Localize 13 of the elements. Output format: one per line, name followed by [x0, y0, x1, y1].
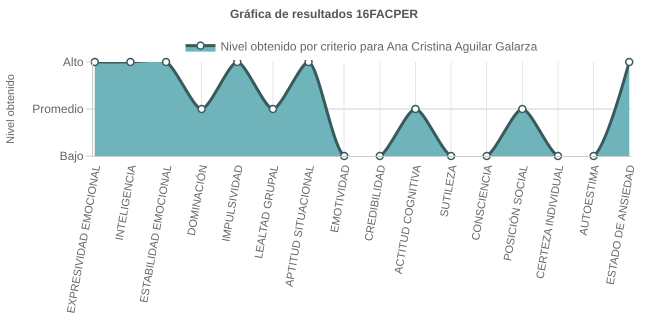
y-axis-title: Nivel obtenido [4, 74, 17, 144]
category-label: Promedio [32, 102, 84, 116]
x-tick-label: ACTITUD COGNITIVA [392, 163, 424, 275]
x-tick-label: EMOTIVIDAD [328, 164, 353, 234]
category-label: Bajo [60, 149, 84, 164]
chart-title: Gráfica de resultados 16FACPER [230, 7, 418, 22]
x-tick-label: LEALTAD GRUPAL [253, 164, 282, 260]
x-tick-label: CERTEZA INDIVIDUAL [534, 164, 566, 280]
legend-label: Nivel obtenido por criterio para Ana Cristina Aguilar Galarza [220, 39, 538, 54]
x-tick-label: ESTADO DE ANSIEDAD [604, 164, 638, 286]
x-tick-label: SUTILEZA [438, 163, 460, 218]
x-tick-label: POSICIÓN SOCIAL [501, 164, 531, 262]
category-label: Alto [62, 55, 84, 70]
